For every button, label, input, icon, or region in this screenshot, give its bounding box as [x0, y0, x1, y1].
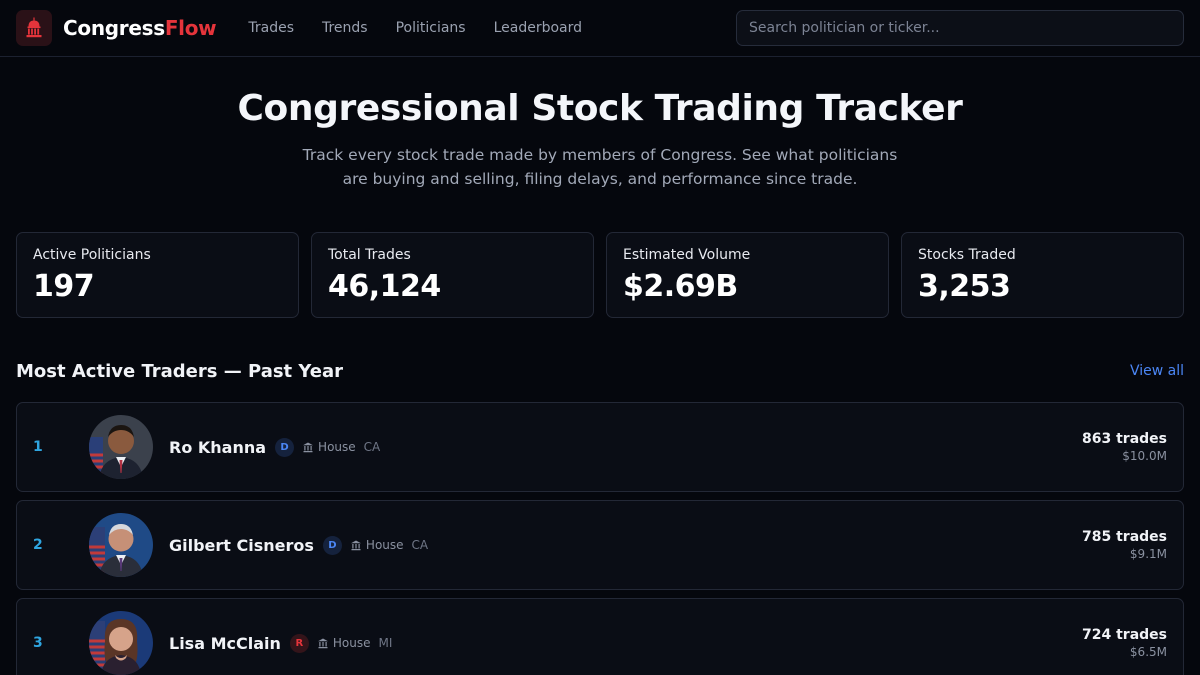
chamber-text: House: [365, 538, 404, 552]
brand-home-link[interactable]: CongressFlow: [16, 10, 217, 46]
traders-list: 1 Ro Khanna D House CA 863 trades $10.0M: [0, 402, 1200, 675]
party-badge: D: [275, 437, 295, 457]
stat-label: Stocks Traded: [918, 247, 1016, 263]
stat-value: 3,253: [918, 269, 1011, 304]
trader-name: Lisa McClain: [169, 633, 281, 653]
trader-row[interactable]: 2 Gilbert Cisneros D House CA 785 trades…: [16, 500, 1184, 590]
nav-leaderboard[interactable]: Leaderboard: [493, 20, 583, 36]
stat-card-estimated-volume: Estimated Volume $2.69B: [606, 232, 889, 318]
capitol-icon: [317, 638, 328, 649]
party-badge: R: [289, 633, 309, 653]
stats-row: Active Politicians 197 Total Trades 46,1…: [0, 232, 1200, 318]
state-label: CA: [411, 538, 429, 552]
trader-name: Gilbert Cisneros: [169, 535, 314, 555]
trader-rank: 1: [33, 439, 43, 455]
stat-card-stocks-traded: Stocks Traded 3,253: [901, 232, 1184, 318]
chamber-label: House: [317, 636, 371, 650]
brand-name-accent: Flow: [164, 16, 217, 40]
stat-value: 197: [33, 269, 95, 304]
trade-volume: $10.0M: [1122, 449, 1167, 463]
nav-trades[interactable]: Trades: [248, 20, 294, 36]
stat-label: Active Politicians: [33, 247, 151, 263]
trader-stats: 785 trades $9.1M: [1082, 528, 1167, 562]
trader-row[interactable]: 1 Ro Khanna D House CA 863 trades $10.0M: [16, 402, 1184, 492]
trader-rank: 2: [33, 537, 43, 553]
avatar: [89, 415, 153, 479]
state-label: MI: [378, 636, 393, 650]
nav-trends[interactable]: Trends: [321, 20, 368, 36]
capitol-building-icon: [16, 10, 52, 46]
chamber-label: House: [302, 440, 356, 454]
page-subtitle: Track every stock trade made by members …: [302, 146, 898, 188]
capitol-icon: [350, 540, 361, 551]
chamber-text: House: [318, 440, 356, 454]
avatar: [89, 513, 153, 577]
trader-rank: 3: [33, 635, 43, 651]
trade-count: 724 trades: [1082, 627, 1167, 643]
trade-count: 785 trades: [1082, 529, 1167, 545]
stat-label: Estimated Volume: [623, 247, 751, 263]
trade-volume: $6.5M: [1129, 645, 1167, 659]
top-navbar: CongressFlow Trades Trends Politicians L…: [0, 0, 1200, 57]
trader-row[interactable]: 3 Lisa McClain R House MI 724 trades $6.…: [16, 598, 1184, 675]
capitol-icon: [303, 442, 314, 453]
chamber-label: House: [350, 538, 404, 552]
view-all-link[interactable]: View all: [1129, 363, 1184, 379]
stat-card-active-politicians: Active Politicians 197: [16, 232, 299, 318]
trader-stats: 724 trades $6.5M: [1082, 626, 1167, 660]
trade-count: 863 trades: [1082, 431, 1167, 447]
chamber-text: House: [332, 636, 371, 650]
hero-section: Congressional Stock Trading Tracker Trac…: [0, 57, 1200, 191]
trader-name: Ro Khanna: [169, 437, 267, 457]
nav-politicians[interactable]: Politicians: [395, 20, 466, 36]
traders-section-header: Most Active Traders — Past Year View all: [0, 360, 1200, 382]
main-nav: Trades Trends Politicians Leaderboard: [248, 20, 610, 36]
brand-name-main: Congress: [63, 16, 165, 40]
avatar: [89, 611, 153, 675]
search-input[interactable]: [736, 10, 1184, 46]
stat-label: Total Trades: [328, 247, 411, 263]
page-title: Congressional Stock Trading Tracker: [237, 88, 963, 129]
trader-stats: 863 trades $10.0M: [1082, 430, 1167, 464]
party-badge: D: [322, 535, 342, 555]
brand-name: CongressFlow: [63, 16, 217, 40]
state-label: CA: [363, 440, 381, 454]
stat-value: $2.69B: [623, 269, 738, 304]
trade-volume: $9.1M: [1129, 547, 1167, 561]
traders-section-title: Most Active Traders — Past Year: [16, 360, 344, 382]
stat-value: 46,124: [328, 269, 441, 304]
stat-card-total-trades: Total Trades 46,124: [311, 232, 594, 318]
